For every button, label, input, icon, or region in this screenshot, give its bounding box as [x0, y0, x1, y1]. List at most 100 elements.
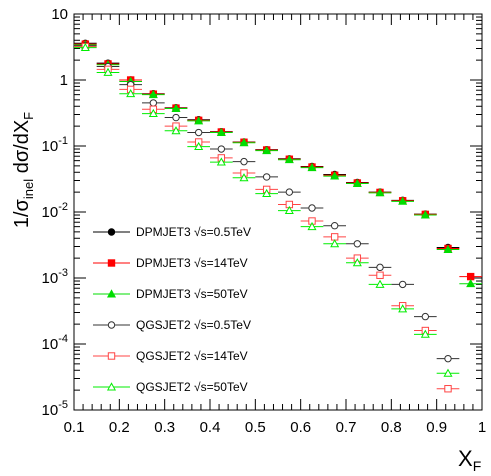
y-tick-label-base: 10: [51, 6, 68, 23]
legend-marker: [107, 352, 116, 360]
legend-marker: [107, 228, 116, 236]
y-tick-label: 10: [51, 6, 68, 23]
y-axis-label-sigma: σ: [11, 198, 33, 211]
data-point: [421, 312, 430, 321]
axis-tick-labels: 0.1 0.2 0.3 0.4 0.5 0.6 0.7 0.8 0.9 110-510-410-3…: [42, 6, 487, 436]
data-point: [443, 244, 453, 253]
x-tick-label: 0.5: [245, 419, 266, 436]
data-point: [171, 126, 181, 135]
legend-item: QGSJET2 √s=0.5TeV: [93, 318, 251, 332]
data-series: [74, 39, 482, 393]
y-tick-label-base: 10: [42, 138, 59, 155]
data-point: [239, 138, 249, 147]
x-tick-label: 0.2: [109, 419, 130, 436]
y-axis-label: 1/σinel dσ/dXF: [11, 112, 36, 228]
data-point: [216, 157, 226, 166]
data-point: [148, 108, 158, 118]
y-tick-label: 10-2: [42, 201, 68, 221]
y-tick-label-exp: -4: [58, 333, 68, 345]
y-tick-label-exp: -5: [58, 399, 68, 411]
data-point: [171, 103, 181, 112]
data-point: [216, 127, 226, 136]
y-tick-label: 10-4: [42, 333, 68, 353]
series-1: [74, 39, 460, 252]
data-point: [444, 354, 452, 363]
data-point: [284, 154, 294, 164]
data-point: [285, 188, 294, 196]
y-tick-label-base: 10: [42, 402, 59, 419]
data-point: [172, 113, 180, 122]
legend-marker: [107, 259, 116, 267]
legend-item: DPMJET3 √s=0.5TeV: [93, 225, 251, 239]
data-point: [443, 368, 453, 377]
y-tick-label-exp: -3: [58, 267, 68, 279]
y-tick-label: 1: [60, 72, 68, 89]
data-point: [194, 116, 204, 125]
series-2: [74, 40, 482, 281]
legend-item: DPMJET3 √s=14TeV: [93, 256, 248, 270]
y-tick-label: 10-5: [42, 399, 68, 419]
y-tick-label-base: 1: [60, 72, 68, 89]
data-point: [420, 329, 430, 338]
y-tick-label: 10-3: [42, 267, 68, 287]
data-point: [262, 173, 271, 181]
data-point: [148, 89, 158, 99]
x-tick-label: 0.8: [381, 419, 402, 436]
data-point: [103, 67, 113, 76]
data-point: [466, 272, 475, 281]
data-point: [352, 178, 362, 187]
data-point: [444, 385, 452, 393]
data-point: [262, 145, 272, 155]
legend-marker: [106, 382, 117, 391]
data-point: [398, 280, 407, 289]
legend-label: DPMJET3 √s=0.5TeV: [136, 225, 251, 239]
legend-label: QGSJET2 √s=14TeV: [136, 349, 248, 363]
x-tick-label: 0.4: [200, 419, 221, 436]
x-axis-label-main: X: [458, 446, 473, 471]
legend-marker: [106, 289, 117, 298]
data-point: [376, 271, 384, 279]
legend-label: QGSJET2 √s=0.5TeV: [136, 318, 251, 332]
x-tick-label: 0.1: [64, 419, 85, 436]
data-point: [284, 205, 294, 215]
legend-label: DPMJET3 √s=50TeV: [136, 287, 248, 301]
x-axis-label-sub: F: [473, 458, 482, 474]
y-tick-label: 10-1: [42, 135, 68, 155]
data-point: [194, 141, 204, 151]
y-axis-label-part2: dσ/dX: [11, 120, 33, 179]
data-point: [420, 210, 430, 219]
y-tick-label-exp: -1: [58, 135, 68, 147]
data-point: [398, 304, 408, 313]
series-6: [74, 42, 460, 377]
x-axis-label: XF: [458, 446, 481, 474]
data-point: [330, 239, 340, 248]
data-point: [307, 162, 317, 172]
data-point: [398, 196, 408, 205]
y-axis-label-sub: F: [21, 112, 36, 120]
legend-marker: [107, 321, 116, 329]
legend-label: QGSJET2 √s=50TeV: [136, 380, 248, 394]
data-point: [330, 222, 339, 230]
y-tick-label-base: 10: [42, 204, 59, 221]
data-point: [375, 279, 385, 288]
data-point: [466, 278, 476, 288]
data-point: [375, 188, 385, 197]
data-point: [330, 171, 340, 180]
data-point: [240, 157, 248, 166]
data-point: [149, 99, 158, 107]
data-point: [376, 263, 384, 272]
legend-label: DPMJET3 √s=14TeV: [136, 256, 248, 270]
legend-item: QGSJET2 √s=50TeV: [93, 380, 248, 394]
series-3: [74, 40, 482, 288]
x-tick-label: 1: [478, 419, 486, 436]
data-point: [307, 221, 317, 231]
data-point: [353, 240, 362, 248]
y-tick-label-base: 10: [42, 270, 59, 287]
data-point: [239, 173, 249, 182]
legend: DPMJET3 √s=0.5TeV DPMJET3 √s=14TeV DPMJET3…: [93, 225, 251, 394]
data-point: [308, 204, 316, 212]
axis-ticks: [73, 13, 483, 411]
y-axis-label-part1: 1/: [11, 211, 33, 228]
x-tick-label: 0.3: [154, 419, 175, 436]
